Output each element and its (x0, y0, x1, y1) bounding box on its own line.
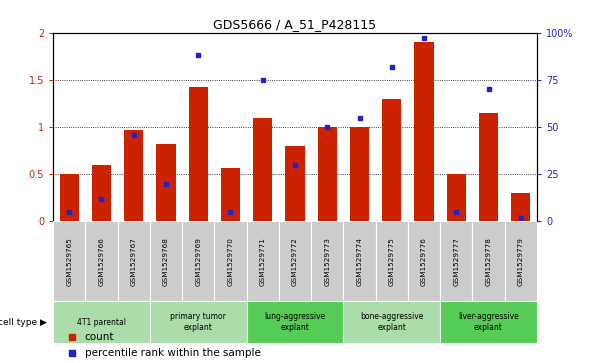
Bar (317, 127, 337, 221)
Bar (247, 301, 343, 343)
Bar (53, 221, 86, 301)
Bar (253, 118, 273, 221)
Bar (156, 144, 176, 221)
Text: GSM1529769: GSM1529769 (195, 237, 201, 286)
Text: GSM1529772: GSM1529772 (292, 237, 298, 286)
Bar (150, 301, 247, 343)
Text: GSM1529771: GSM1529771 (260, 237, 266, 286)
Bar (414, 42, 434, 221)
Bar (473, 221, 504, 301)
Text: 4T1 parental: 4T1 parental (77, 318, 126, 327)
Text: GSM1529775: GSM1529775 (389, 237, 395, 286)
Text: GSM1529765: GSM1529765 (66, 237, 72, 286)
Bar (440, 301, 537, 343)
Bar (376, 221, 408, 301)
Text: GSM1529779: GSM1529779 (518, 237, 524, 286)
Bar (124, 130, 143, 221)
Bar (86, 221, 117, 301)
Bar (221, 168, 240, 221)
Text: GSM1529768: GSM1529768 (163, 237, 169, 286)
Bar (286, 146, 304, 221)
Bar (150, 221, 182, 301)
Text: GSM1529776: GSM1529776 (421, 237, 427, 286)
Bar (60, 174, 79, 221)
Bar (189, 87, 208, 221)
Text: liver-aggressive
explant: liver-aggressive explant (458, 313, 519, 332)
Bar (53, 301, 150, 343)
Text: percentile rank within the sample: percentile rank within the sample (84, 348, 260, 358)
Bar (479, 113, 498, 221)
Bar (92, 165, 111, 221)
Bar (279, 221, 311, 301)
Bar (117, 221, 150, 301)
Text: GSM1529766: GSM1529766 (99, 237, 104, 286)
Text: GSM1529773: GSM1529773 (324, 237, 330, 286)
Text: primary tumor
explant: primary tumor explant (171, 313, 226, 332)
Text: count: count (84, 332, 114, 342)
Text: GSM1529770: GSM1529770 (228, 237, 234, 286)
Bar (511, 193, 530, 221)
Bar (343, 221, 376, 301)
Bar (182, 221, 214, 301)
Bar (311, 221, 343, 301)
Text: cell type ▶: cell type ▶ (0, 318, 47, 327)
Bar (447, 174, 466, 221)
Bar (214, 221, 247, 301)
Title: GDS5666 / A_51_P428115: GDS5666 / A_51_P428115 (214, 19, 376, 32)
Bar (247, 221, 279, 301)
Text: GSM1529774: GSM1529774 (356, 237, 362, 286)
Text: GSM1529778: GSM1529778 (486, 237, 491, 286)
Text: lung-aggressive
explant: lung-aggressive explant (264, 313, 326, 332)
Text: bone-aggressive
explant: bone-aggressive explant (360, 313, 424, 332)
Text: GSM1529767: GSM1529767 (131, 237, 137, 286)
Bar (382, 99, 401, 221)
Bar (408, 221, 440, 301)
Bar (350, 127, 369, 221)
Bar (504, 221, 537, 301)
Bar (343, 301, 440, 343)
Text: GSM1529777: GSM1529777 (453, 237, 459, 286)
Bar (440, 221, 473, 301)
